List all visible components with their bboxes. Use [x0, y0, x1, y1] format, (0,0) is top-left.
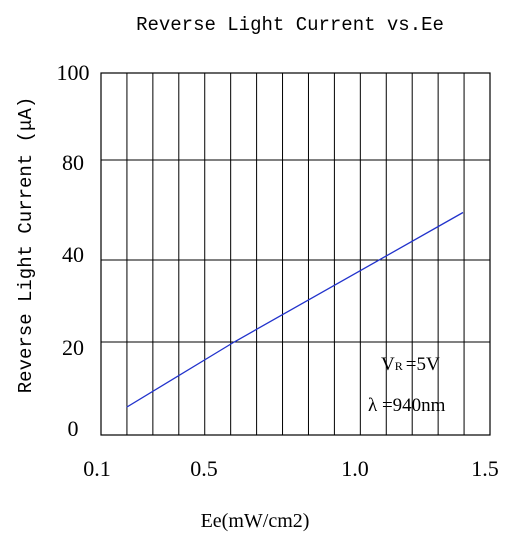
- y-tick-label: 20: [62, 335, 84, 360]
- y-axis-label: Reverse Light Current (μA): [15, 97, 37, 393]
- lambda-annotation: λ =940nm: [368, 395, 446, 416]
- conditions-annotation: VR =5V λ =940nm: [368, 354, 446, 416]
- y-tick-label: 0: [68, 416, 79, 441]
- svg-text:VR=5V: VR =5V: [381, 354, 440, 375]
- x-tick-label: 1.0: [341, 456, 369, 481]
- vr-symbol: V: [381, 354, 395, 375]
- chart-title: Reverse Light Current vs.Ee: [136, 14, 444, 36]
- vr-value: =5V: [406, 354, 440, 375]
- y-tick-label: 80: [62, 150, 84, 175]
- y-tick-labels: 0 20 40 80 100: [57, 60, 90, 441]
- series-layer: [126, 211, 464, 408]
- x-tick-label: 0.1: [83, 456, 111, 481]
- y-tick-label: 100: [57, 60, 90, 85]
- y-tick-label: 40: [62, 242, 84, 267]
- x-tick-label: 1.5: [471, 456, 499, 481]
- series-line: [126, 211, 464, 408]
- x-tick-labels: 0.1 0.5 1.0 1.5: [83, 456, 499, 481]
- vr-subscript: R: [395, 359, 403, 373]
- x-axis-label: Ee(mW/cm2): [201, 510, 310, 532]
- x-tick-label: 0.5: [190, 456, 218, 481]
- plot-frame: [100, 72, 491, 436]
- grid: [100, 72, 491, 436]
